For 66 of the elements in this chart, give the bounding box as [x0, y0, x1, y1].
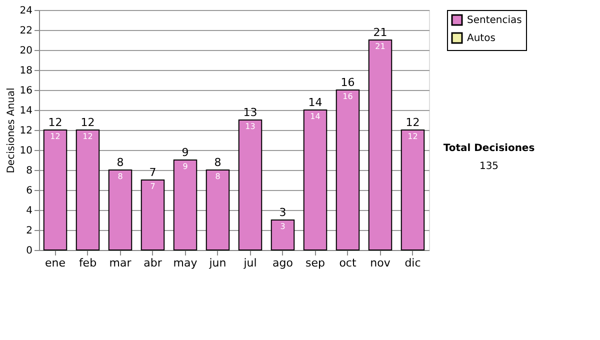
- bar: [206, 170, 230, 250]
- x-tick-label: nov: [370, 256, 391, 270]
- data-label: 13: [245, 122, 256, 131]
- bar: [173, 160, 198, 250]
- y-tick-label: 22: [20, 26, 32, 36]
- x-tick-label: jul: [242, 256, 257, 270]
- x-tick-label: dic: [404, 256, 421, 270]
- bar: [303, 110, 328, 250]
- data-label: 14: [310, 112, 320, 121]
- data-label: 8: [215, 172, 220, 181]
- bar: [336, 90, 360, 250]
- total-label: 9: [182, 146, 189, 159]
- total-label: 8: [214, 156, 222, 169]
- y-tick-label: 16: [20, 86, 32, 96]
- total-label: 7: [149, 166, 156, 179]
- bar: [108, 170, 132, 250]
- bar: [238, 120, 262, 250]
- legend-label: Autos: [467, 33, 496, 44]
- x-tick-label: oct: [339, 256, 357, 270]
- bar: [76, 130, 100, 250]
- total-label: 14: [308, 96, 322, 109]
- y-tick-label: 12: [20, 126, 32, 136]
- y-tick-label: 6: [26, 186, 32, 196]
- bar: [368, 40, 392, 250]
- y-axis-title: Decisiones Anual: [6, 88, 17, 174]
- bar: [43, 130, 68, 250]
- total-label: 12: [48, 116, 62, 129]
- data-label: 8: [118, 172, 123, 181]
- x-tick-label: mar: [109, 256, 132, 270]
- data-label: 21: [375, 42, 386, 51]
- y-tick-label: 2: [26, 226, 32, 236]
- x-tick-label: feb: [78, 256, 97, 270]
- x-tick-label: jun: [208, 256, 226, 270]
- data-label: 12: [82, 132, 93, 141]
- total-label: 8: [116, 156, 124, 169]
- total-label: 21: [373, 26, 388, 39]
- data-label: 3: [280, 222, 286, 231]
- x-tick-label: sep: [306, 256, 326, 270]
- y-tick-label: 14: [20, 106, 32, 116]
- text: Total Decisiones: [443, 143, 535, 154]
- y-tick-label: 20: [20, 46, 32, 56]
- total-label: 12: [406, 116, 420, 129]
- total-label: 16: [340, 76, 355, 89]
- total-label: 12: [80, 116, 95, 129]
- bar: [400, 130, 425, 250]
- bar: [140, 180, 165, 250]
- legend-label: Sentencias: [467, 15, 522, 26]
- x-tick-label: ago: [272, 256, 294, 270]
- data-label: 7: [150, 182, 156, 191]
- y-tick-label: 18: [20, 66, 32, 76]
- text: 135: [479, 161, 499, 172]
- data-label: 12: [50, 132, 60, 141]
- total-label: 3: [279, 206, 286, 219]
- bar: [270, 220, 295, 250]
- y-tick-label: 8: [26, 166, 32, 176]
- data-label: 12: [408, 132, 418, 141]
- data-label: 9: [182, 162, 188, 171]
- total-label: 13: [243, 106, 258, 119]
- x-tick-label: ene: [44, 256, 66, 270]
- y-tick-label: 0: [26, 246, 32, 256]
- x-tick-label: may: [173, 256, 198, 270]
- y-tick-label: 4: [26, 206, 32, 216]
- data-label: 16: [342, 92, 353, 101]
- y-tick-label: 10: [20, 146, 32, 156]
- y-tick-label: 24: [20, 6, 32, 16]
- x-tick-label: abr: [144, 256, 162, 270]
